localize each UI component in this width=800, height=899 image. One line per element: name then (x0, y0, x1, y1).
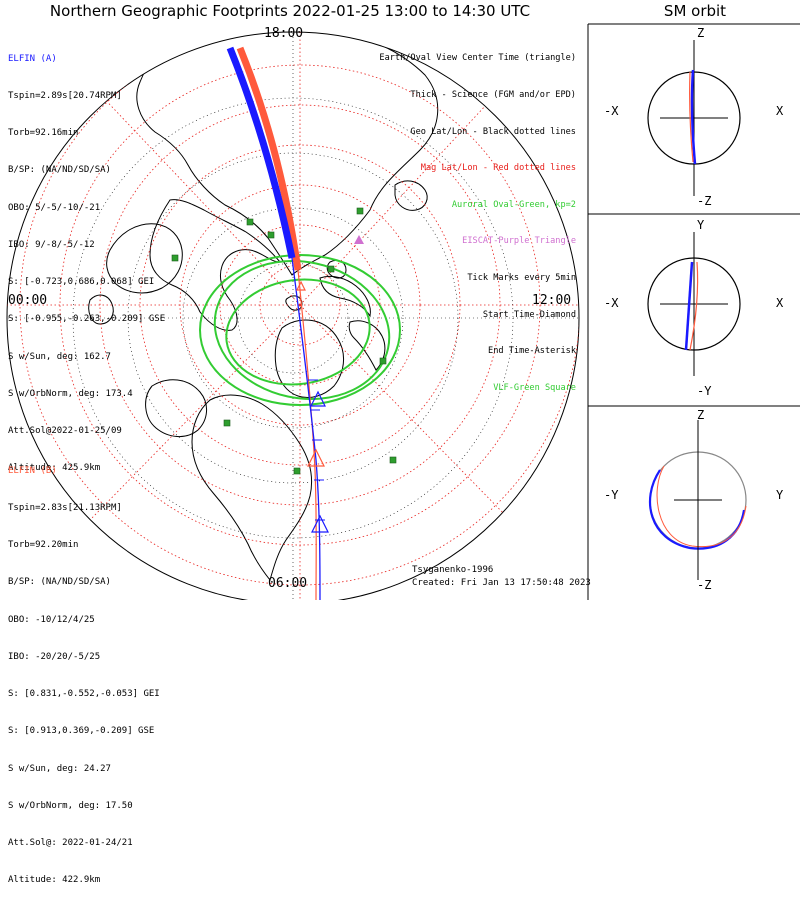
elfin-b-line: OBO: -10/12/4/25 (8, 614, 95, 625)
hour-label-top: 18:00 (264, 26, 304, 41)
legend-item: VLF-Green Square (493, 382, 576, 393)
elfin-b-line: IBO: -20/20/-5/25 (8, 651, 101, 662)
legend-item: Geo Lat/Lon - Black dotted lines (410, 126, 576, 137)
hour-label-bottom: 06:00 (268, 576, 308, 591)
orbit-axis-right: X (776, 296, 784, 310)
orbit-axis-right: Y (776, 488, 784, 502)
elfin-b-info: ELFIN (B) Tspin=2.83s[21.13RPM] Torb=92.… (8, 440, 160, 899)
legend: Earth/Oval View Center Time (triangle) T… (379, 28, 576, 406)
track-ticks (308, 379, 325, 521)
hour-label-left: 00:00 (8, 293, 48, 308)
legend-item: Start Time-Diamond (482, 309, 576, 320)
footprint-map (6, 23, 800, 600)
legend-item: EISCAT-Purple Triangle (462, 236, 576, 247)
auroral-oval (199, 254, 401, 406)
orbit-axis-left: -Y (604, 488, 619, 502)
elfin-a-track (226, 46, 321, 600)
elfin-b-line: S: [0.913,0.369,-0.209] GSE (8, 726, 155, 737)
orbit-axis-bottom: -Z (697, 194, 712, 208)
elfin-a-line: Att.Sol@2022-01-25/09 (8, 426, 122, 436)
elfin-b-line: B/SP: (NA/ND/SD/SA) (8, 577, 111, 588)
elfin-b-line: Torb=92.20min (8, 540, 79, 551)
elfin-b-line: Tspin=2.83s[21.13RPM] (8, 503, 122, 514)
elfin-b-track (236, 46, 317, 600)
orbit-panel-xy (647, 232, 741, 376)
legend-item: Mag Lat/Lon - Red dotted lines (420, 163, 576, 174)
elfin-b-line: S w/Sun, deg: 24.27 (8, 763, 111, 774)
elfin-a-line: IBO: 9/-8/-5/-12 (8, 239, 95, 250)
elfin-a-line: S w/Sun, deg: 162.7 (8, 351, 111, 362)
orbit-axis-left: -X (604, 104, 619, 118)
orbit-axis-top: Z (697, 408, 705, 422)
elfin-b-line: Altitude: 422.9km (8, 875, 101, 886)
elfin-a-line: B/SP: (NA/ND/SD/SA) (8, 165, 111, 176)
page-title: Northern Geographic Footprints 2022-01-2… (49, 2, 531, 20)
elfin-a-line: S: [-0.723,0.686,0.068] GEI (8, 277, 155, 288)
legend-item: End Time-Asterisk (488, 346, 576, 357)
elfin-a-line: S: [-0.955,-0.263,-0.209] GSE (8, 314, 166, 325)
eiscat-marker (354, 235, 364, 244)
orbit-axis-right: X (776, 104, 784, 118)
legend-item: Earth/Oval View Center Time (triangle) (379, 53, 576, 64)
map-outer-circle (6, 31, 580, 600)
view-center-triangles (296, 280, 329, 533)
orbit-axis-left: -X (604, 296, 619, 310)
legend-item: Tick Marks every 5min (467, 273, 576, 284)
orbit-panel-xz (647, 40, 741, 196)
elfin-a-line: Torb=92.16min (8, 128, 79, 139)
orbit-axis-top: Z (697, 26, 705, 40)
elfin-a-line: OBO: 5/-5/-10/-21 (8, 202, 101, 213)
elfin-a-info: ELFIN (A) Tspin=2.89s[20.74RPM] Torb=92.… (8, 28, 165, 487)
elfin-b-line: Att.Sol@: 2022-01-24/21 (8, 838, 133, 848)
elfin-a-line: S w/OrbNorm, deg: 173.4 (8, 388, 133, 399)
orbit-title: SM orbit (663, 2, 727, 20)
geo-grid (7, 32, 579, 600)
orbit-panel-yz (648, 420, 747, 580)
orbit-axis-bottom: -Y (697, 384, 712, 398)
elfin-a-line: Altitude: 425.9km (8, 463, 101, 474)
orbit-axis-top: Y (697, 218, 705, 232)
orbit-axis-bottom: -Z (697, 578, 712, 592)
hour-label-right: 12:00 (532, 293, 572, 308)
elfin-b-line: S: [0.831,-0.552,-0.053] GEI (8, 689, 160, 700)
elfin-a-header: ELFIN (A) (8, 53, 57, 64)
elfin-b-header: ELFIN (B) (8, 465, 57, 476)
legend-item: Thick - Science (FGM and/or EPD) (410, 90, 576, 101)
legend-item: Auroral Oval-Green, kp=2 (451, 199, 576, 210)
credit-model: Tsyganenko-1996 (412, 565, 494, 575)
elfin-b-line: S w/OrbNorm, deg: 17.50 (8, 800, 133, 811)
vlf-stations (171, 207, 397, 475)
elfin-a-line: Tspin=2.89s[20.74RPM] (8, 91, 122, 102)
credit-created: Created: Fri Jan 13 17:50:48 2023 (412, 578, 591, 588)
